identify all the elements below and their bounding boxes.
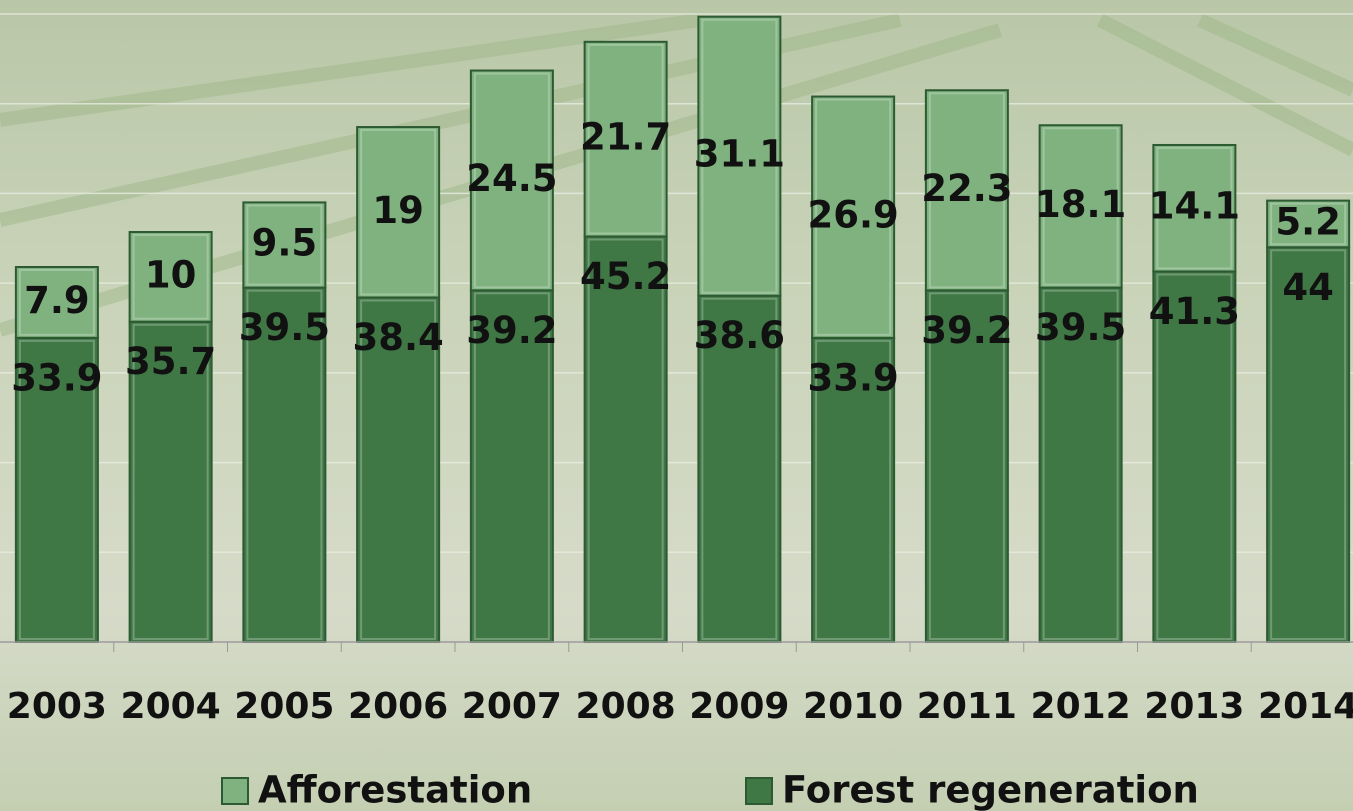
bar-bevel [815, 98, 892, 336]
bar-bevel [587, 238, 664, 640]
bar-bevel [701, 297, 778, 640]
bar-bevel [473, 292, 550, 640]
bar-segment [1266, 246, 1351, 643]
bar-segment [356, 296, 441, 643]
bar-bevel [1156, 273, 1233, 640]
bar-bevel [246, 289, 323, 640]
bar-segment [583, 235, 668, 643]
data-label: 33.9 [11, 356, 102, 399]
bar-bevel [701, 18, 778, 294]
data-label: 39.5 [1035, 306, 1126, 349]
data-label: 33.9 [807, 356, 898, 399]
legend-label: Afforestation [258, 769, 532, 811]
bar-segment [14, 265, 99, 339]
bar-bevel [18, 268, 95, 336]
bar-bevel [928, 292, 1005, 640]
data-label: 9.5 [252, 222, 318, 265]
x-tick-label: 2007 [462, 686, 562, 727]
data-label: 5.2 [1275, 200, 1341, 243]
x-tick-label: 2006 [348, 686, 448, 727]
x-tick-label: 2013 [1144, 686, 1244, 727]
x-tick-label: 2010 [803, 686, 903, 727]
bar-segment [469, 69, 554, 292]
bar-bevel [132, 234, 209, 320]
bar-bevel [18, 339, 95, 640]
bar-segment [1266, 199, 1351, 249]
bar-bevel [473, 72, 550, 289]
data-label: 7.9 [24, 279, 90, 322]
bar-segment [469, 289, 554, 643]
data-label: 39.2 [921, 309, 1012, 352]
data-label: 10 [145, 253, 197, 296]
bar-bevel [815, 339, 892, 640]
x-tick-label: 2004 [121, 686, 221, 727]
data-label: 19 [372, 189, 424, 232]
x-tick-label: 2003 [7, 686, 107, 727]
data-label: 22.3 [921, 167, 1012, 210]
data-label: 35.7 [125, 340, 216, 383]
data-label: 21.7 [580, 116, 671, 159]
data-label: 26.9 [807, 194, 898, 237]
data-label: 39.5 [239, 306, 330, 349]
bar-segment [1152, 143, 1237, 273]
data-label: 44 [1282, 266, 1334, 309]
bar-bevel [360, 129, 437, 296]
data-label: 31.1 [694, 133, 785, 176]
bar-segment [128, 231, 213, 323]
bar-segment [697, 15, 782, 297]
data-label: 38.4 [352, 316, 443, 359]
x-tick-label: 2009 [689, 686, 789, 727]
legend-swatch [221, 777, 249, 805]
x-tick-label: 2008 [576, 686, 676, 727]
bar-segment [811, 95, 896, 339]
bar-bevel [1270, 249, 1347, 640]
bar-segment [128, 320, 213, 643]
bar-segment [924, 89, 1009, 292]
bar-bevel [360, 299, 437, 640]
data-label: 39.2 [466, 309, 557, 352]
data-label: 18.1 [1035, 183, 1126, 226]
x-tick-label: 2005 [234, 686, 334, 727]
data-label: 45.2 [580, 255, 671, 298]
bar-segment [697, 294, 782, 643]
bar-bevel [246, 204, 323, 286]
bar-segment [1038, 286, 1123, 643]
bar-segment [811, 336, 896, 643]
bar-bevel [132, 323, 209, 640]
x-tick-label: 2014 [1258, 686, 1353, 727]
legend-label: Forest regeneration [782, 769, 1199, 811]
legend-swatch [745, 777, 773, 805]
bar-segment [583, 40, 668, 238]
data-label: 24.5 [466, 157, 557, 200]
data-label: 41.3 [1149, 290, 1240, 333]
x-tick-label: 2011 [917, 686, 1017, 727]
bar-segment [924, 289, 1009, 643]
bar-segment [242, 201, 327, 289]
bar-bevel [1156, 146, 1233, 270]
data-label: 38.6 [694, 314, 785, 357]
bar-bevel [587, 43, 664, 235]
bar-bevel [1042, 289, 1119, 640]
bar-segment [356, 126, 441, 299]
bar-bevel [1270, 202, 1347, 246]
bar-bevel [1042, 127, 1119, 286]
bar-bevel [928, 92, 1005, 289]
data-label: 14.1 [1149, 185, 1240, 228]
x-tick-label: 2012 [1031, 686, 1131, 727]
bar-segment [1038, 124, 1123, 289]
